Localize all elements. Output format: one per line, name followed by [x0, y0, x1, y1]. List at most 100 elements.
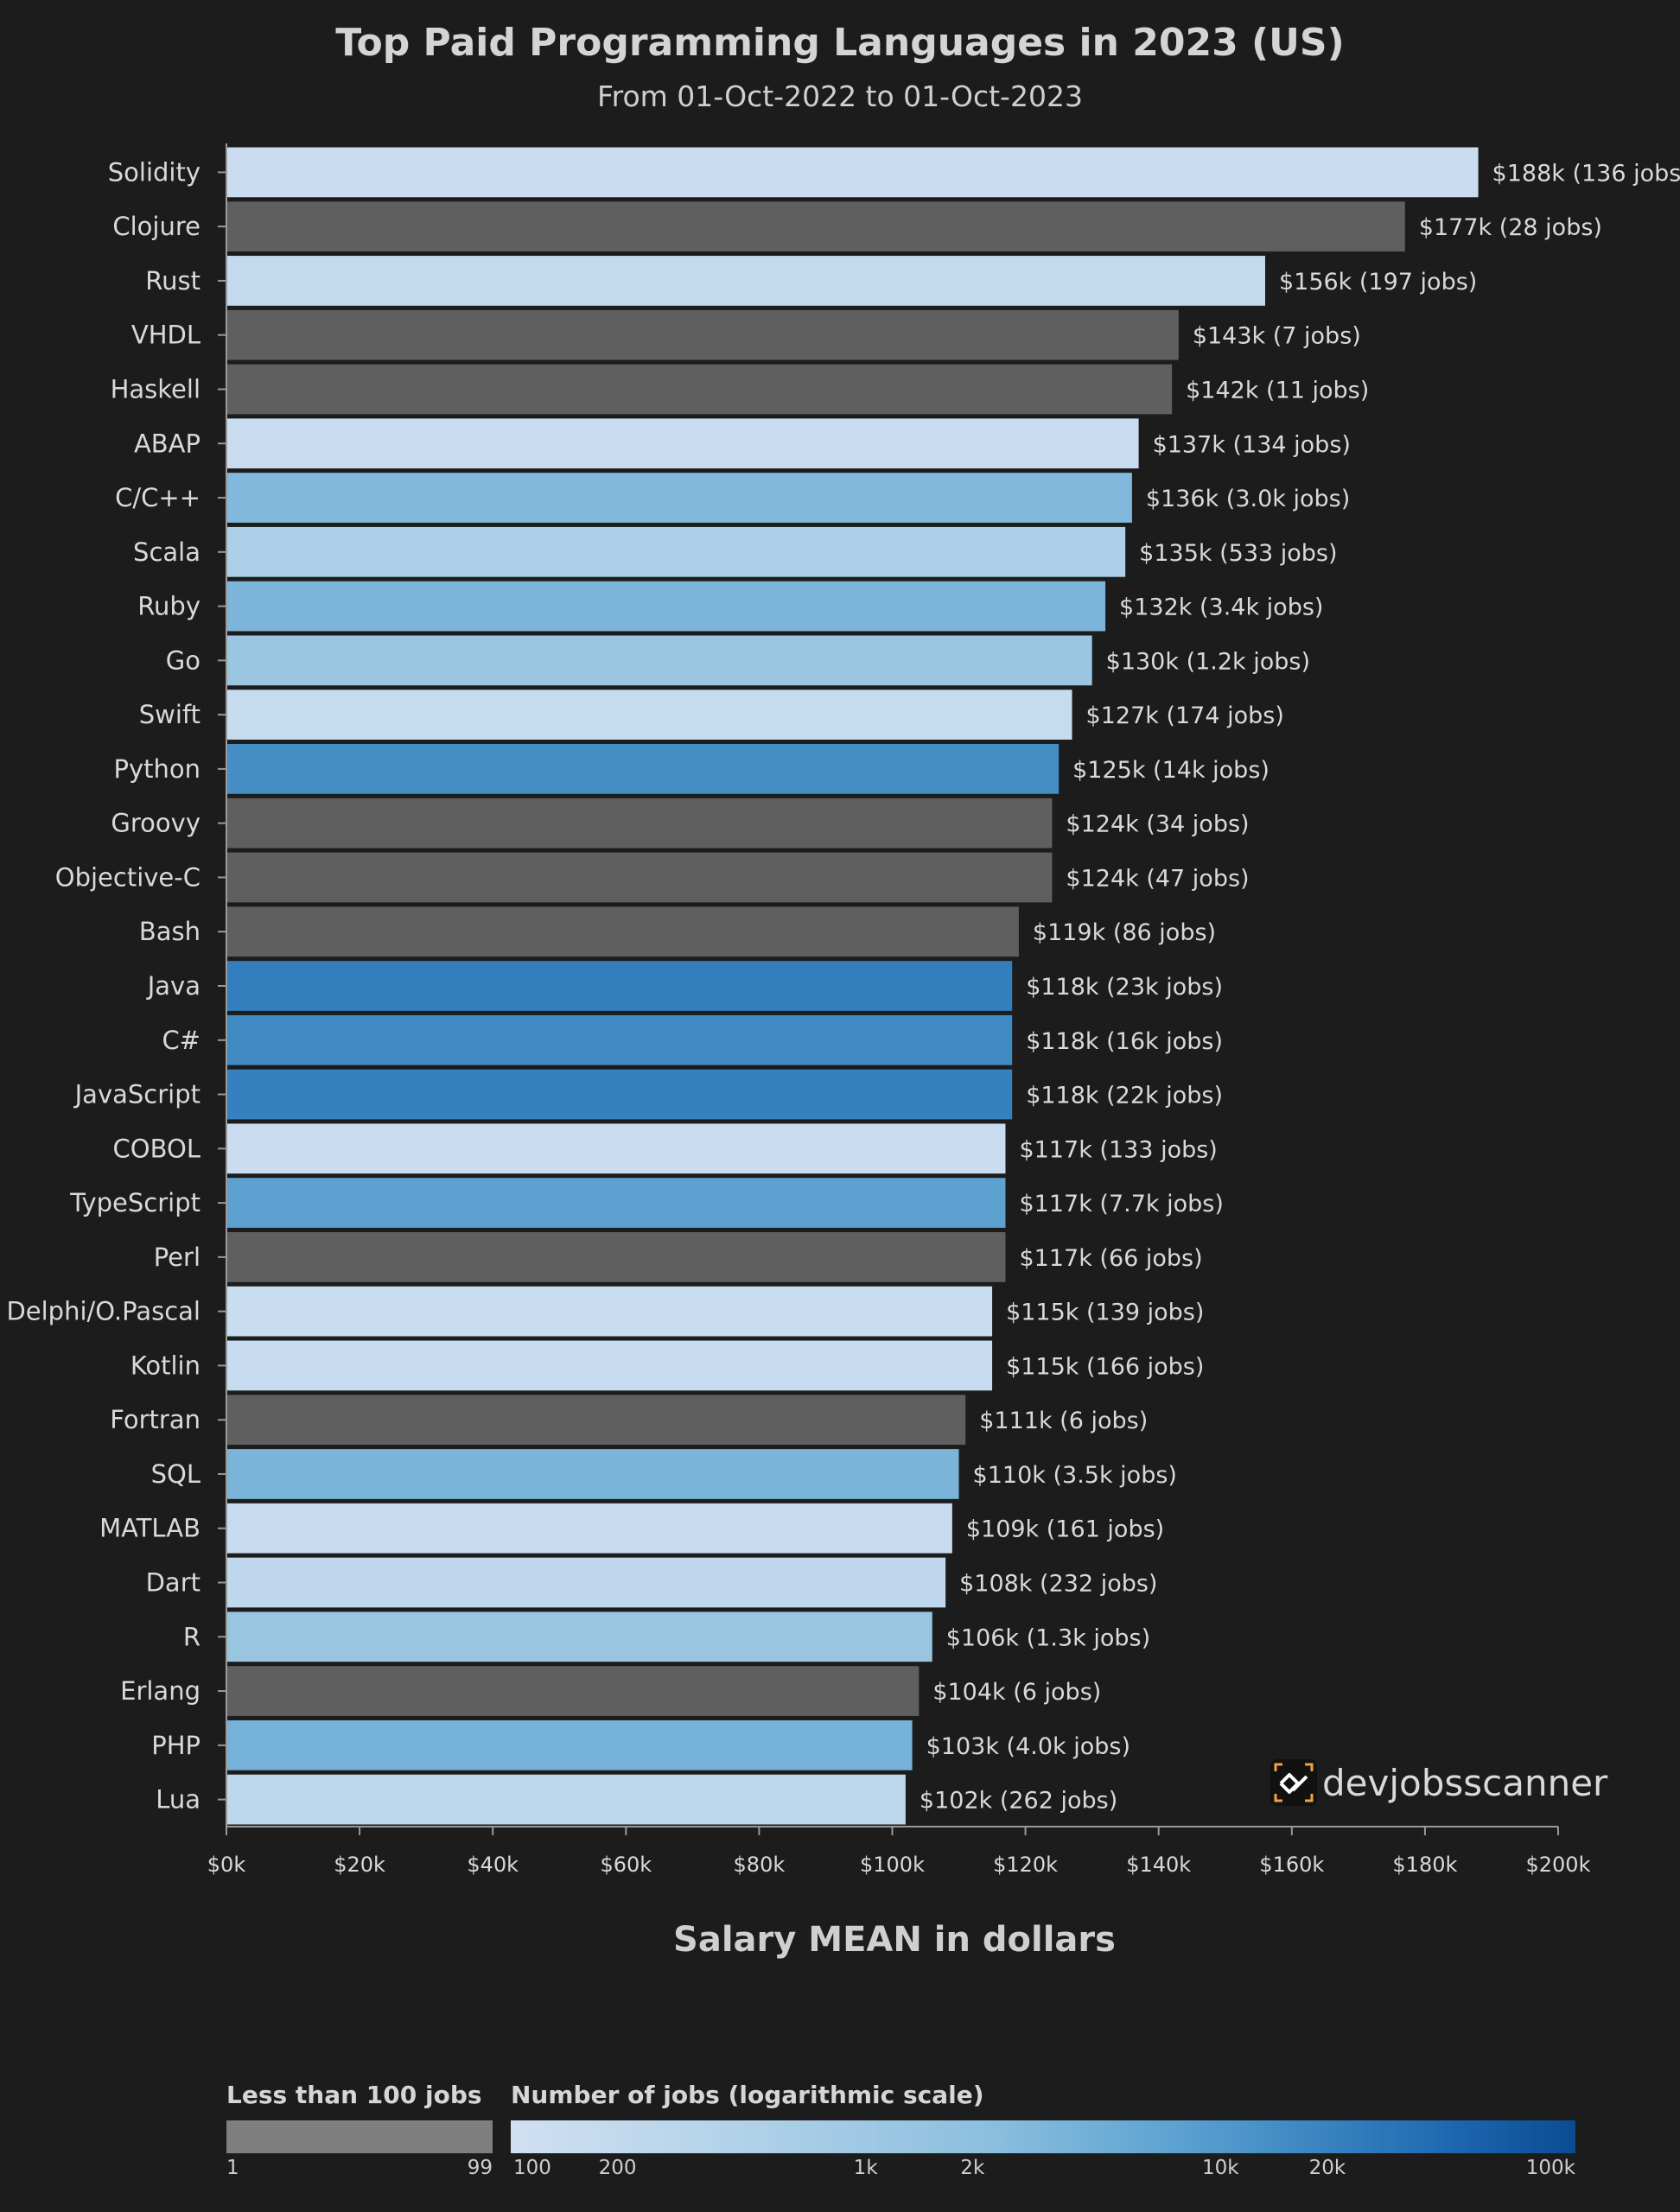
y-tick-label: Dart: [146, 1568, 200, 1598]
y-tick-label: Rust: [145, 266, 200, 296]
y-tick-label: Clojure: [112, 212, 200, 241]
data-label: $127k (174 jobs): [1086, 702, 1284, 729]
bar: [226, 201, 1405, 252]
data-label: $108k (232 jobs): [959, 1571, 1157, 1598]
x-tick-label: $120k: [993, 1853, 1058, 1877]
y-tick-label: Haskell: [111, 374, 200, 404]
legend-tick-label: 20k: [1308, 2157, 1346, 2179]
y-tick-label: Ruby: [137, 592, 200, 621]
y-tick-label: Kotlin: [130, 1351, 200, 1380]
legend-tick-label: 200: [598, 2157, 637, 2179]
bar: [226, 1069, 1013, 1120]
y-tick-label: Erlang: [120, 1676, 200, 1706]
data-label: $177k (28 jobs): [1419, 214, 1602, 241]
x-tick-label: $160k: [1259, 1853, 1324, 1877]
data-label: $125k (14k jobs): [1072, 757, 1270, 784]
y-tick-label: VHDL: [131, 321, 200, 350]
chart-title: Top Paid Programming Languages in 2023 (…: [335, 21, 1345, 65]
data-label: $136k (3.0k jobs): [1146, 486, 1350, 512]
devjobsscanner-logo-icon: [1270, 1759, 1317, 1806]
y-tick-label: Delphi/O.Pascal: [6, 1297, 200, 1326]
y-tick-label: JavaScript: [73, 1080, 200, 1109]
x-tick-label: $180k: [1392, 1853, 1457, 1877]
bar: [226, 690, 1072, 741]
x-tick-label: $40k: [467, 1853, 519, 1877]
bar: [226, 1123, 1006, 1174]
data-label: $111k (6 jobs): [979, 1408, 1148, 1434]
data-label: $118k (16k jobs): [1026, 1028, 1223, 1055]
data-label: $132k (3.4k jobs): [1119, 594, 1323, 621]
bar: [226, 852, 1053, 903]
bar: [226, 147, 1479, 198]
data-label: $156k (197 jobs): [1279, 269, 1477, 296]
x-tick-label: $200k: [1526, 1853, 1591, 1877]
y-tick-label: Java: [146, 971, 200, 1001]
x-tick-label: $80k: [734, 1853, 786, 1877]
y-tick-label: TypeScript: [69, 1188, 200, 1217]
bar: [226, 744, 1060, 794]
bar: [226, 526, 1126, 577]
x-axis-label: Salary MEAN in dollars: [673, 1920, 1116, 1960]
y-tick-label: C/C++: [115, 483, 200, 512]
x-tick-label: $100k: [860, 1853, 925, 1877]
legend-tick-label: 100k: [1525, 2157, 1575, 2179]
y-tick-label: PHP: [151, 1731, 200, 1760]
bar: [226, 798, 1053, 849]
data-label: $110k (3.5k jobs): [973, 1462, 1177, 1489]
y-tick-label: Go: [166, 645, 200, 675]
x-tick-label: $0k: [207, 1853, 246, 1877]
data-label: $115k (166 jobs): [1006, 1353, 1204, 1380]
data-label: $117k (66 jobs): [1019, 1245, 1202, 1272]
bar: [226, 1557, 946, 1608]
data-label: $118k (22k jobs): [1026, 1083, 1223, 1109]
data-label: $124k (47 jobs): [1066, 865, 1249, 892]
data-label: $109k (161 jobs): [966, 1516, 1164, 1543]
bar: [226, 1449, 959, 1499]
legend-gray-swatch: [226, 2120, 493, 2153]
bar: [226, 309, 1179, 360]
data-label: $118k (23k jobs): [1026, 974, 1223, 1001]
data-label: $117k (7.7k jobs): [1019, 1191, 1223, 1217]
y-tick-label: Fortran: [110, 1405, 200, 1434]
data-label: $142k (11 jobs): [1186, 377, 1369, 404]
bar: [226, 1178, 1006, 1228]
data-label: $106k (1.3k jobs): [946, 1624, 1150, 1651]
y-tick-label: R: [183, 1622, 200, 1651]
x-tick-label: $60k: [600, 1853, 652, 1877]
y-tick-label: Swift: [139, 700, 200, 729]
legend-tick-label: 10k: [1202, 2157, 1239, 2179]
bar: [226, 1503, 952, 1554]
bar: [226, 581, 1106, 632]
legend-tick-label: 2k: [960, 2157, 985, 2179]
data-label: $102k (262 jobs): [920, 1788, 1117, 1815]
data-label: $137k (134 jobs): [1153, 431, 1351, 458]
bar: [226, 1340, 993, 1391]
y-tick-label: ABAP: [134, 429, 200, 458]
y-tick-label: Solidity: [108, 157, 200, 187]
y-tick-label: Scala: [133, 537, 200, 567]
x-tick-label: $20k: [334, 1853, 385, 1877]
data-label: $119k (86 jobs): [1033, 919, 1216, 946]
y-tick-label: MATLAB: [99, 1514, 200, 1543]
bar: [226, 418, 1139, 469]
data-label: $117k (133 jobs): [1019, 1136, 1217, 1163]
data-label: $135k (533 jobs): [1139, 540, 1337, 567]
y-tick-label: Objective-C: [55, 862, 200, 892]
x-tick-label: $140k: [1126, 1853, 1191, 1877]
bar: [226, 1774, 906, 1825]
legend-color-scale: [511, 2120, 1575, 2153]
y-tick-label: Python: [113, 754, 200, 784]
bar: [226, 1611, 932, 1662]
bar: [226, 906, 1019, 957]
data-label: $143k (7 jobs): [1193, 323, 1361, 350]
legend-tick-label: 1: [226, 2157, 239, 2179]
legend-tick-label: 99: [467, 2157, 493, 2179]
data-label: $188k (136 jobs): [1492, 160, 1680, 187]
y-tick-label: Groovy: [111, 809, 200, 838]
y-tick-label: SQL: [151, 1459, 200, 1489]
brand-logo: devjobsscanner: [1269, 1758, 1607, 1808]
bar: [226, 1231, 1006, 1282]
y-tick-label: Perl: [154, 1243, 200, 1272]
bar: [226, 961, 1013, 1011]
y-tick-label: Lua: [156, 1785, 200, 1815]
